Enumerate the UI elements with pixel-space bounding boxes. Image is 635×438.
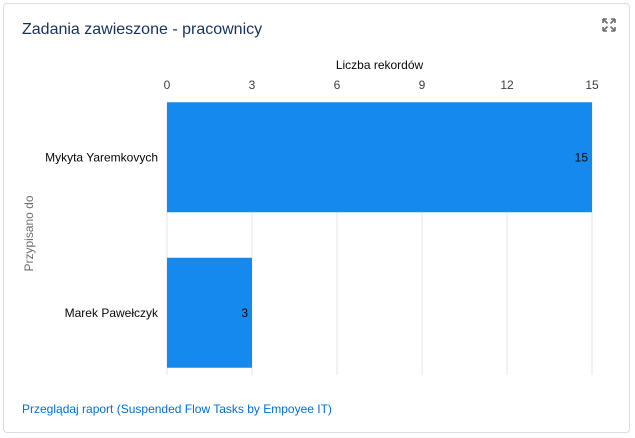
x-tick-label: 15 [585,78,599,92]
x-tick-label: 12 [500,78,514,92]
category-label: Marek Pawełczyk [65,306,159,320]
report-chart-card: Zadania zawieszone - pracownicy Przegląd… [3,3,630,433]
view-report-link[interactable]: Przeglądaj raport (Suspended Flow Tasks … [22,402,332,416]
expand-icon[interactable] [602,18,616,32]
chart-title: Zadania zawieszone - pracownicy [22,21,263,38]
x-tick-label: 9 [419,78,426,92]
x-tick-label: 0 [164,78,171,92]
bar [167,257,252,368]
bar-value-label: 3 [241,306,248,320]
category-label: Mykyta Yaremkovych [45,150,158,164]
bar-value-label: 15 [575,150,589,164]
bar [167,102,592,213]
y-axis-title: Przypisano do [22,195,36,271]
x-tick-label: 3 [249,78,256,92]
x-axis-title: Liczba rekordów [336,58,424,72]
x-tick-label: 6 [334,78,341,92]
